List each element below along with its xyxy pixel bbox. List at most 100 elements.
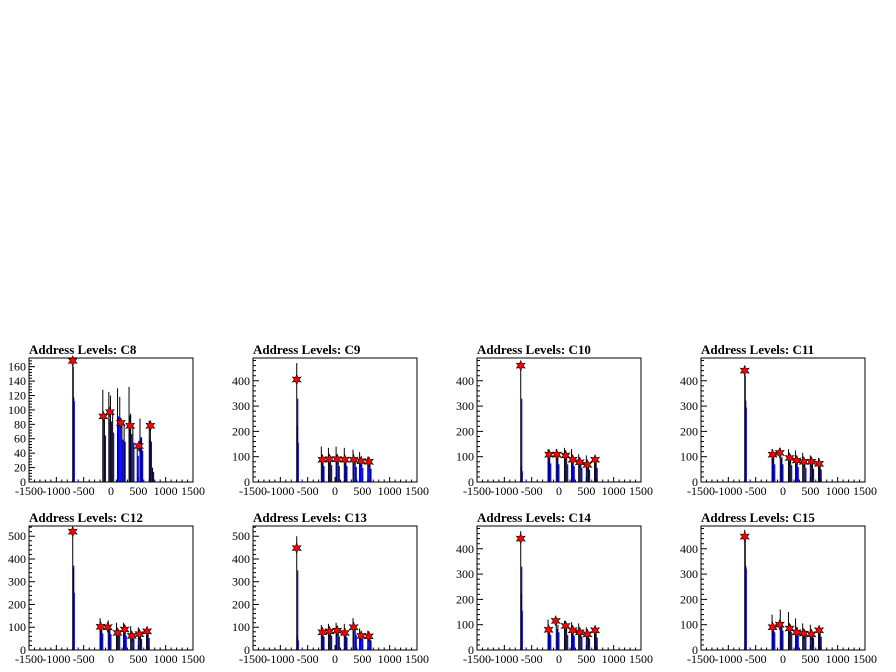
chart-panel-3: Address Levels: C11 0 100 200 300 400 -1500 -10… xyxy=(680,342,877,498)
x-tick-label: -1500 xyxy=(687,652,715,666)
chart-title: Address Levels: C10 xyxy=(477,342,591,357)
y-tick-label: 300 xyxy=(680,399,698,413)
x-tick-label: 0 xyxy=(780,484,786,498)
y-tick-label: 0 xyxy=(468,475,474,489)
peak-marker xyxy=(589,624,601,637)
y-tick-label: 0 xyxy=(468,643,474,657)
x-tick-label: -500 xyxy=(521,484,543,498)
x-tick-label: -1000 xyxy=(490,484,518,498)
peak-marker xyxy=(348,621,359,633)
x-tick-label: -1000 xyxy=(714,484,742,498)
y-tick-label: 60 xyxy=(14,432,26,446)
chart-title: Address Levels: C8 xyxy=(29,342,137,357)
x-tick-label: -500 xyxy=(745,652,767,666)
peak-marker xyxy=(551,448,562,461)
peak-marker xyxy=(806,456,817,468)
plot-frame xyxy=(28,525,194,651)
peak-marker xyxy=(791,454,802,467)
peak-marker xyxy=(98,410,109,423)
x-tick-label: 1000 xyxy=(826,652,850,666)
y-tick-label: 20 xyxy=(14,461,26,475)
x-tick-label: -1000 xyxy=(714,652,742,666)
peak-marker xyxy=(145,420,156,432)
chart-panel-2: Address Levels: C10 0 100 200 300 400 -1500 -10… xyxy=(456,342,653,498)
y-tick-label: 300 xyxy=(8,575,26,589)
x-tick-label: 1000 xyxy=(602,484,626,498)
x-tick-label: -1500 xyxy=(15,652,43,666)
x-tick-label: -500 xyxy=(521,652,543,666)
x-tick-label: 0 xyxy=(556,484,562,498)
peak-marker xyxy=(560,620,571,632)
y-tick-label: 100 xyxy=(232,620,250,634)
y-tick-label: 200 xyxy=(8,597,26,611)
x-tick-label: 0 xyxy=(108,652,114,666)
peak-marker xyxy=(339,453,350,466)
y-tick-label: 400 xyxy=(456,374,474,388)
chart-panel-6: Address Levels: C14 0 100 200 300 400 -1500 -10… xyxy=(456,510,653,666)
peak-marker xyxy=(550,615,561,627)
plot-frame xyxy=(252,357,418,483)
peak-marker xyxy=(125,420,136,432)
y-tick-label: 400 xyxy=(680,542,698,556)
y-tick-label: 80 xyxy=(14,417,26,431)
x-tick-label: 1000 xyxy=(154,652,178,666)
x-tick-label: -1000 xyxy=(42,484,70,498)
y-tick-label: 40 xyxy=(14,446,26,460)
x-tick-label: -1500 xyxy=(687,484,715,498)
x-tick-label: -1000 xyxy=(266,484,294,498)
peak-marker xyxy=(291,373,302,386)
peak-marker xyxy=(574,626,585,639)
x-tick-label: -500 xyxy=(73,484,95,498)
x-tick-label: 1500 xyxy=(181,484,205,498)
x-tick-label: -1500 xyxy=(463,652,491,666)
x-tick-label: -1500 xyxy=(239,652,267,666)
plot-frame xyxy=(700,357,866,483)
y-tick-label: 0 xyxy=(244,475,250,489)
peak-marker xyxy=(784,622,795,635)
x-tick-label: -1000 xyxy=(490,652,518,666)
y-tick-label: 0 xyxy=(20,475,26,489)
x-tick-label: 500 xyxy=(353,652,371,666)
y-tick-label: 300 xyxy=(232,575,250,589)
x-tick-label: -1000 xyxy=(42,652,70,666)
peak-marker xyxy=(589,453,601,466)
x-tick-label: 1500 xyxy=(629,652,653,666)
x-tick-label: -1500 xyxy=(15,484,43,498)
chart-title: Address Levels: C15 xyxy=(701,510,815,525)
y-tick-label: 100 xyxy=(232,450,250,464)
peak-marker xyxy=(291,542,302,554)
y-tick-label: 100 xyxy=(8,620,26,634)
chart-title: Address Levels: C13 xyxy=(253,510,367,525)
chart-panel-4: Address Levels: C12 0 100 200 300 400 500 -1500… xyxy=(8,510,205,666)
peak-marker xyxy=(515,359,526,372)
y-tick-label: 100 xyxy=(8,403,26,417)
peak-marker xyxy=(324,453,335,465)
peak-marker xyxy=(813,624,825,637)
chart-title: Address Levels: C11 xyxy=(701,342,814,357)
x-tick-label: 500 xyxy=(801,652,819,666)
x-tick-label: -500 xyxy=(297,484,319,498)
x-tick-label: 1500 xyxy=(853,652,877,666)
peak-marker xyxy=(332,453,343,465)
peak-marker xyxy=(356,455,367,467)
x-tick-label: 500 xyxy=(353,484,371,498)
peak-marker xyxy=(348,453,359,466)
x-tick-label: 0 xyxy=(108,484,114,498)
y-tick-label: 200 xyxy=(232,597,250,611)
peak-marker xyxy=(814,458,825,470)
y-tick-label: 200 xyxy=(680,424,698,438)
peak-marker xyxy=(739,364,750,377)
peak-marker xyxy=(544,448,555,461)
y-tick-label: 0 xyxy=(692,643,698,657)
plot-frame xyxy=(476,357,642,483)
peak-marker xyxy=(119,623,130,636)
y-tick-label: 200 xyxy=(456,424,474,438)
x-tick-label: 1000 xyxy=(826,484,850,498)
peak-marker xyxy=(767,621,778,633)
peak-marker xyxy=(126,630,137,642)
x-tick-label: 0 xyxy=(332,484,338,498)
peak-marker xyxy=(115,417,126,429)
x-tick-label: -1000 xyxy=(266,652,294,666)
peak-marker xyxy=(317,453,328,466)
x-tick-label: 500 xyxy=(577,484,595,498)
